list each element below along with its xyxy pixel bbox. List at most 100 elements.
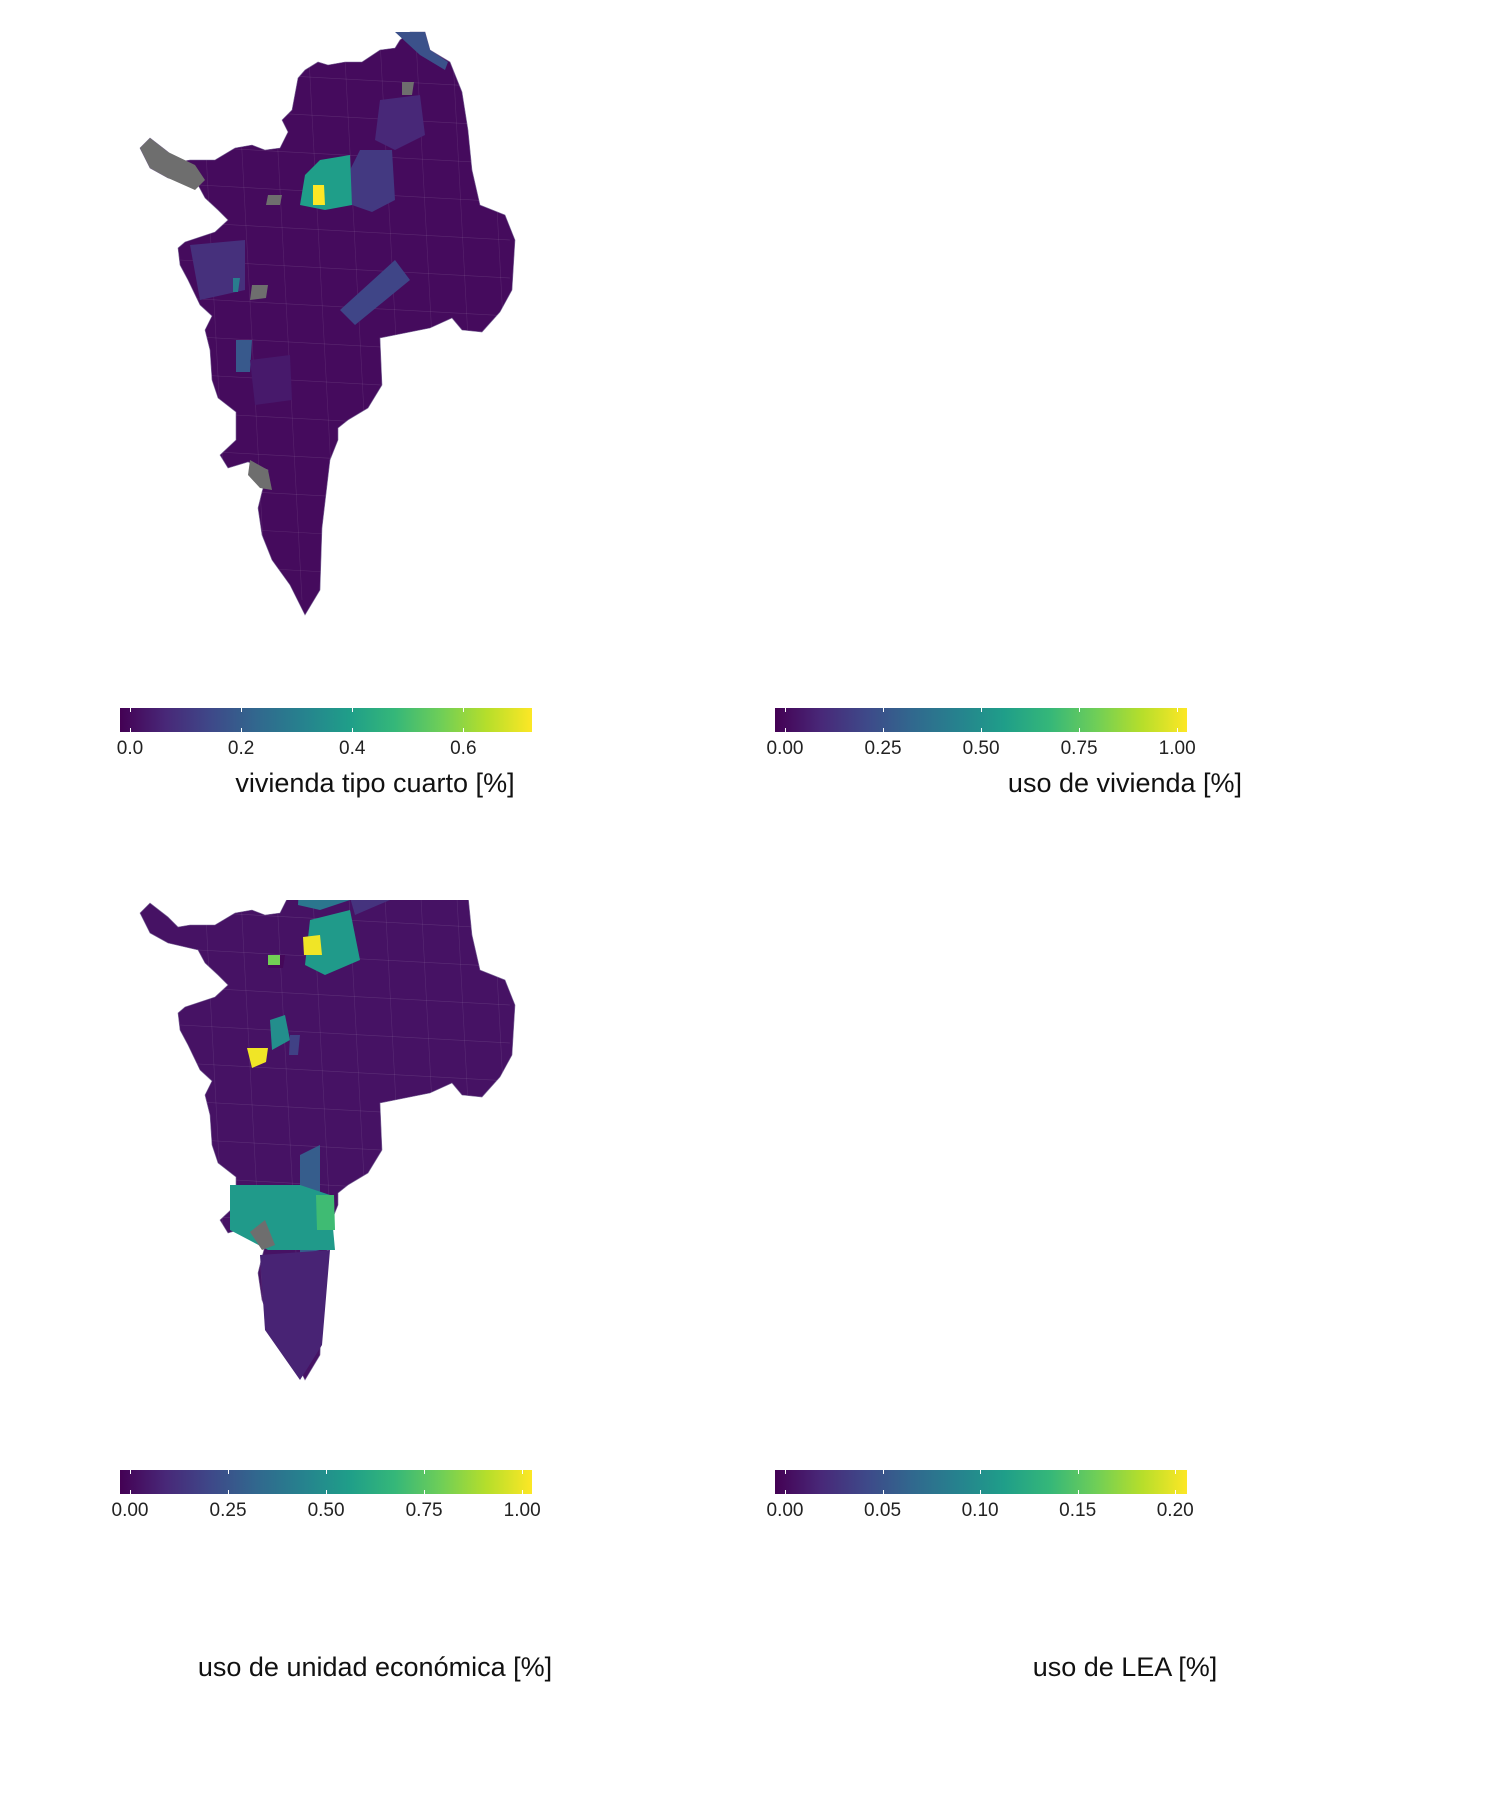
colorbar-tick-label: 0.0 bbox=[116, 738, 144, 759]
colorbar-tick-mark bbox=[522, 1490, 524, 1494]
colorbar-tick-mark bbox=[882, 1470, 884, 1474]
map-region bbox=[303, 935, 322, 955]
missing-data-region bbox=[250, 1220, 275, 1250]
colorbar-tick-mark bbox=[1177, 708, 1179, 712]
missing-data-region bbox=[266, 195, 282, 205]
colorbar-tick-mark bbox=[424, 1490, 426, 1494]
colorbar-tick-label: 0.2 bbox=[227, 738, 255, 759]
map-panel-vivienda-cuarto: vivienda tipo cuarto [%] 0.0 0.2 0.4 0.6 bbox=[0, 0, 750, 900]
map-region bbox=[350, 150, 395, 212]
map-geometry bbox=[139, 31, 516, 616]
map-region bbox=[270, 1015, 290, 1050]
colorbar-tick-label: 0.00 bbox=[111, 1500, 149, 1521]
map-region bbox=[350, 900, 390, 915]
colorbar-tick-label: 1.00 bbox=[503, 1500, 541, 1521]
map-region bbox=[250, 355, 292, 405]
map-region bbox=[305, 910, 360, 975]
colorbar-tick-mark bbox=[424, 1470, 426, 1474]
colorbar-tick-mark bbox=[228, 1470, 230, 1474]
colorbar-tick-mark bbox=[130, 728, 131, 732]
colorbar-tick-label: 0.50 bbox=[307, 1500, 345, 1521]
map-base-region bbox=[139, 900, 516, 1381]
map-region bbox=[190, 240, 245, 300]
colorbar-tick-label: 0.00 bbox=[766, 738, 804, 759]
colorbar-tick-mark bbox=[463, 708, 465, 712]
map-region bbox=[375, 95, 425, 150]
colorbar-tick-mark bbox=[1177, 728, 1179, 732]
colorbar-tick-label: 0.20 bbox=[1156, 1500, 1194, 1521]
colorbar-tick-mark bbox=[1079, 728, 1081, 732]
colorbar-tick-label: 0.75 bbox=[1060, 738, 1098, 759]
choropleth-map bbox=[139, 900, 516, 1381]
colorbar-tick-mark bbox=[130, 1470, 131, 1474]
map-region bbox=[260, 1250, 330, 1380]
colorbar-tick-label: 0.4 bbox=[339, 738, 366, 759]
colorbar-tick-mark bbox=[1077, 1470, 1079, 1474]
colorbar-tick-mark bbox=[241, 708, 243, 712]
colorbar-tick-mark bbox=[130, 708, 131, 712]
colorbar-tick-mark bbox=[326, 1470, 328, 1474]
missing-data-region bbox=[402, 82, 414, 95]
colorbar-tick-mark bbox=[352, 728, 354, 732]
choropleth-map bbox=[139, 31, 516, 616]
missing-data-region bbox=[250, 285, 268, 300]
legend-title: uso de unidad económica [%] bbox=[197, 1652, 553, 1682]
colorbar-tick-mark bbox=[785, 1470, 786, 1474]
legend-title: uso de vivienda [%] bbox=[1007, 768, 1243, 798]
map-region bbox=[247, 1048, 268, 1068]
map-region bbox=[298, 900, 350, 910]
colorbar-tick-label: 0.15 bbox=[1059, 1500, 1097, 1521]
colorbar-tick-mark bbox=[883, 708, 885, 712]
colorbar-tick-mark bbox=[352, 708, 354, 712]
map-region bbox=[395, 32, 448, 70]
colorbar-tick-mark bbox=[241, 728, 243, 732]
map-geometry bbox=[139, 900, 516, 1381]
colorbar-tick-mark bbox=[522, 1470, 524, 1474]
missing-data-region bbox=[140, 138, 205, 190]
colorbar-tick-mark bbox=[785, 708, 786, 712]
choropleth-map bbox=[750, 0, 1500, 900]
map-panel-lea: uso de LEA [%] 0.00 0.05 0.10 0.15 0.20 bbox=[750, 900, 1500, 1800]
map-region bbox=[340, 260, 410, 325]
colorbar-tick-mark bbox=[883, 728, 885, 732]
colorbar-tick-mark bbox=[785, 1490, 786, 1494]
colorbar-tick-mark bbox=[1077, 1490, 1079, 1494]
colorbar-tick-label: 1.00 bbox=[1158, 738, 1196, 759]
colorbar-tick-label: 0.50 bbox=[962, 738, 1000, 759]
colorbar-tick-label: 0.25 bbox=[209, 1500, 247, 1521]
colorbar-gradient bbox=[775, 708, 1187, 732]
map-region bbox=[236, 340, 252, 372]
map-region bbox=[289, 1035, 300, 1055]
legend-title: vivienda tipo cuarto [%] bbox=[235, 768, 515, 798]
colorbar-tick-mark bbox=[1079, 708, 1081, 712]
colorbar-tick-label: 0.10 bbox=[961, 1500, 999, 1521]
colorbar-tick-mark bbox=[981, 728, 983, 732]
colorbar-tick-mark bbox=[130, 1490, 131, 1494]
colorbar-tick-label: 0.25 bbox=[864, 738, 902, 759]
colorbar-tick-mark bbox=[463, 728, 465, 732]
colorbar-tick-mark bbox=[980, 1490, 982, 1494]
map-panel-unidad-economica: uso de unidad económica [%] 0.00 0.25 0.50… bbox=[0, 900, 750, 1800]
colorbar-gradient bbox=[120, 1470, 532, 1494]
missing-data-region bbox=[248, 460, 272, 490]
legend-title: uso de LEA [%] bbox=[1032, 1652, 1218, 1682]
colorbar-tick-label: 0.75 bbox=[405, 1500, 443, 1521]
colorbar-tick-label: 0.6 bbox=[450, 738, 477, 759]
map-region bbox=[313, 185, 325, 205]
colorbar-tick-mark bbox=[1175, 1470, 1177, 1474]
map-base-region bbox=[139, 31, 516, 616]
colorbar-tick-mark bbox=[228, 1490, 230, 1494]
colorbar-tick-mark bbox=[882, 1490, 884, 1494]
map-panel-uso-vivienda: uso de vivienda [%] 0.00 0.25 0.50 0.75 1.00 bbox=[750, 0, 1500, 900]
map-region bbox=[233, 278, 240, 292]
colorbar-tick-label: 0.00 bbox=[766, 1500, 804, 1521]
colorbar-tick-mark bbox=[1175, 1490, 1177, 1494]
colorbar-tick-mark bbox=[981, 708, 983, 712]
map-region bbox=[268, 955, 280, 965]
colorbar-tick-mark bbox=[785, 728, 786, 732]
colorbar-tick-label: 0.05 bbox=[864, 1500, 902, 1521]
map-region bbox=[316, 1195, 335, 1230]
colorbar-tick-mark bbox=[980, 1470, 982, 1474]
colorbar-tick-mark bbox=[326, 1490, 328, 1494]
colorbar-gradient bbox=[120, 708, 532, 732]
